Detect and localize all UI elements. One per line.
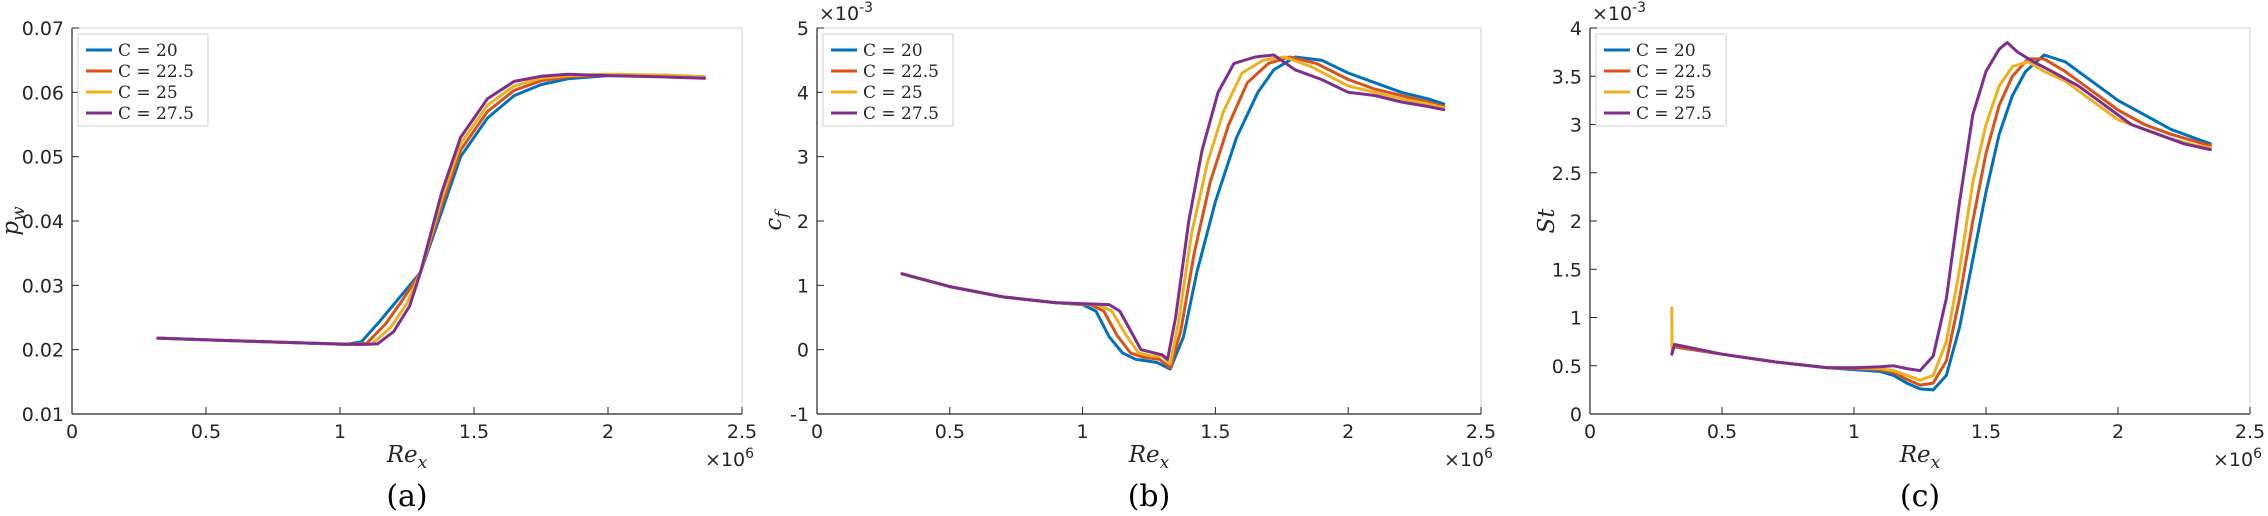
x-tick-label: 2 [602, 421, 614, 443]
panel-caption: (c) [1900, 479, 1940, 514]
x-tick-label: 2.5 [727, 421, 757, 443]
x-exponent-label: ×106 [2213, 446, 2262, 471]
x-tick-label: 0.5 [1707, 421, 1737, 443]
legend-entry: C = 22.5 [118, 62, 194, 82]
y-tick-label: 2.5 [1552, 163, 1582, 185]
y-exponent-label: ×10-3 [1592, 0, 1646, 25]
y-tick-label: 0.5 [1552, 356, 1582, 378]
series-line-c27_5 [900, 53, 1446, 361]
x-tick-label: 0 [66, 421, 78, 443]
x-tick-label: 0.5 [935, 421, 965, 443]
y-tick-label: 3 [1570, 115, 1582, 137]
y-tick-label: 3 [797, 147, 809, 169]
y-tick-label: 5 [797, 18, 809, 40]
x-axis-label: Rex [1899, 442, 1941, 473]
x-tick-label: 1 [1077, 421, 1089, 443]
x-tick-label: 2 [1342, 421, 1354, 443]
x-tick-label: 2 [2112, 421, 2124, 443]
x-axis-label: Rex [386, 442, 428, 473]
legend-entry: C = 22.5 [1636, 62, 1712, 82]
y-tick-label: 2 [797, 211, 809, 233]
subplot-a: 0 0.5 1 1.5 2 2.5 0.01 0.02 0.03 0.04 0.05 0.06 0.07… [0, 18, 757, 514]
y-tick-label: 0.01 [22, 404, 64, 426]
x-exponent-label: ×106 [705, 446, 754, 471]
x-tick-label: 1.5 [1971, 421, 2001, 443]
x-tick-label: 1.5 [1200, 421, 1230, 443]
x-tick-label: 1.5 [459, 421, 489, 443]
y-axis-label: cf [761, 209, 792, 231]
y-tick-label: 0.04 [22, 211, 64, 233]
y-tick-label: 2 [1570, 211, 1582, 233]
x-tick-label: 1 [334, 421, 346, 443]
legend-entry: C = 20 [863, 41, 923, 61]
legend: C = 20C = 22.5C = 25C = 27.5 [822, 33, 954, 127]
legend-entry: C = 25 [863, 83, 923, 103]
legend: C = 20C = 22.5C = 25C = 27.5 [77, 33, 209, 127]
legend-entry: C = 25 [1636, 83, 1696, 103]
x-tick-label: 0.5 [191, 421, 221, 443]
y-tick-label: 4 [797, 82, 809, 104]
legend-entry: C = 20 [118, 41, 178, 61]
x-tick-label: 0 [1584, 421, 1596, 443]
y-tick-label: 1 [1570, 308, 1582, 330]
y-tick-label: 0.03 [22, 275, 64, 297]
y-tick-label: 1 [797, 275, 809, 297]
legend-entry: C = 27.5 [863, 104, 939, 124]
legend-entry: C = 22.5 [863, 62, 939, 82]
series-line-c27_5 [156, 72, 706, 346]
y-axis-label: St [1534, 208, 1560, 234]
subplot-c: 0 0.5 1 1.5 2 2.5 0 0.5 1 1.5 2 2.5 3 3.5 4 ×106 ×10-3 Re… [1534, 0, 2265, 514]
y-tick-label: 4 [1570, 18, 1582, 40]
series-line-c27_5 [1670, 41, 2212, 373]
y-tick-label: 1.5 [1552, 259, 1582, 281]
y-exponent-label: ×10-3 [819, 0, 873, 25]
y-tick-label: -1 [790, 404, 809, 426]
x-exponent-label: ×106 [1444, 446, 1493, 471]
x-tick-label: 0 [811, 421, 823, 443]
legend: C = 20C = 22.5C = 25C = 27.5 [1595, 33, 1727, 127]
y-tick-label: 0 [797, 340, 809, 362]
y-axis-label: pw [0, 206, 29, 236]
x-tick-label: 2.5 [2235, 421, 2265, 443]
panel-caption: (b) [1128, 479, 1171, 514]
panel-caption: (a) [386, 479, 427, 514]
x-tick-label: 2.5 [1466, 421, 1496, 443]
legend-entry: C = 27.5 [118, 104, 194, 124]
x-axis-label: Rex [1128, 442, 1170, 473]
x-tick-label: 1 [1848, 421, 1860, 443]
y-tick-label: 0.07 [22, 18, 64, 40]
legend-entry: C = 25 [118, 83, 178, 103]
y-tick-label: 0.06 [22, 82, 64, 104]
y-tick-label: 0 [1570, 404, 1582, 426]
y-tick-label: 0.05 [22, 147, 64, 169]
legend-entry: C = 27.5 [1636, 104, 1712, 124]
legend-entry: C = 20 [1636, 41, 1696, 61]
y-tick-label: 3.5 [1552, 66, 1582, 88]
y-tick-label: 0.02 [22, 340, 64, 362]
